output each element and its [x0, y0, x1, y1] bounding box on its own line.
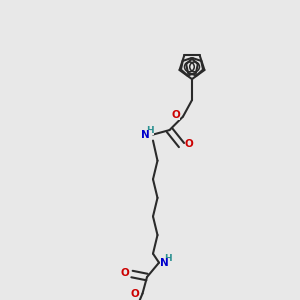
- Text: O: O: [120, 268, 129, 278]
- Text: N: N: [160, 258, 169, 268]
- Text: O: O: [130, 289, 140, 298]
- Text: H: H: [146, 126, 154, 135]
- Text: O: O: [184, 139, 194, 148]
- Text: N: N: [141, 130, 150, 140]
- Text: O: O: [171, 110, 180, 120]
- Text: H: H: [164, 254, 172, 262]
